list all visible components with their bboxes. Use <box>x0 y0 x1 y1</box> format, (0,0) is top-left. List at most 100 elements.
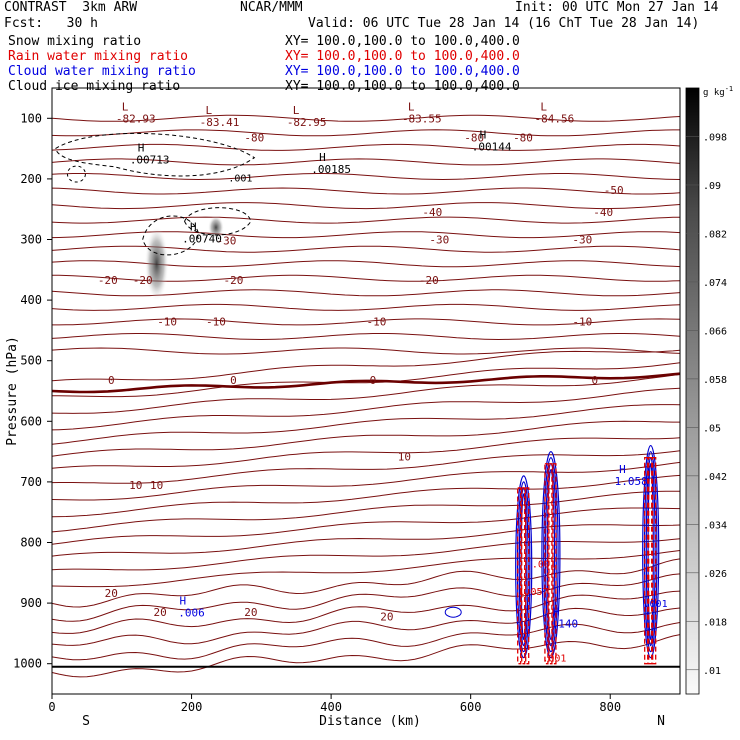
isotherm-label: -40 <box>593 206 613 219</box>
isotherm-label: 20 <box>244 606 257 619</box>
isotherm-line <box>52 158 680 166</box>
high-marker: H <box>180 594 187 607</box>
isotherm-line <box>52 573 680 622</box>
colorbar-label: .018 <box>703 617 727 628</box>
field-rain-xy: XY= 100.0,100.0 to 100.0,400.0 <box>285 49 520 64</box>
isotherm-line <box>52 490 680 533</box>
field-cloudwater-xy: XY= 100.0,100.0 to 100.0,400.0 <box>285 64 520 79</box>
y-tick-label: 500 <box>20 354 42 368</box>
cloud-water-contour <box>543 457 559 653</box>
isotherm-line <box>52 437 680 469</box>
cloud-water-contour <box>444 606 462 618</box>
high-marker-value: .006 <box>178 606 205 619</box>
contour-label: .001 <box>228 174 252 185</box>
rain-contour <box>517 487 522 665</box>
cloud-ice-contour <box>184 207 252 236</box>
rain-contour <box>521 487 526 665</box>
isotherm-label: -30 <box>429 234 449 247</box>
header-valid: Valid: 06 UTC Tue 28 Jan 14 (16 ChT Tue … <box>308 16 700 31</box>
high-marker: H <box>319 151 326 164</box>
rain-contour <box>648 457 653 665</box>
isotherm-line <box>52 374 680 414</box>
field-rain-label: Rain water mixing ratio <box>8 49 189 64</box>
colorbar-label: .082 <box>703 229 727 240</box>
cloud-water-contour <box>515 475 533 659</box>
isotherm-label: -20 <box>419 274 439 287</box>
cloud-water-contour <box>541 451 561 659</box>
isotherm-label: -40 <box>422 206 442 219</box>
y-axis-label: Pressure (hPa) <box>5 336 20 446</box>
low-marker-value: -83.55 <box>402 112 442 125</box>
field-cloudice-label: Cloud ice mixing ratio <box>8 79 181 94</box>
field-snow-label: Snow mixing ratio <box>8 34 142 49</box>
cloud-water-contour <box>546 469 556 641</box>
colorbar-unit: g kg-1 <box>703 85 733 98</box>
colorbar-label: .026 <box>703 569 727 580</box>
low-marker-value: -82.93 <box>116 112 156 125</box>
contour-label: 1.057 <box>518 587 548 598</box>
low-marker: L <box>408 100 415 113</box>
rain-contour <box>644 457 649 665</box>
low-marker: L <box>540 100 547 113</box>
isotherm-label: 0 <box>230 374 237 387</box>
isotherm-label: -30 <box>217 235 237 248</box>
y-tick-label: 800 <box>20 536 42 550</box>
field-cloudice-xy: XY= 100.0,100.0 to 100.0,400.0 <box>285 79 520 94</box>
isotherm-label: 0 <box>592 374 599 387</box>
isotherm-label: -10 <box>367 315 387 328</box>
isotherm-label: -80 <box>464 132 484 145</box>
isotherm-label: -20 <box>133 274 153 287</box>
cloud-ice-contour <box>142 215 200 256</box>
high-marker: H <box>190 221 197 234</box>
isotherm-line <box>52 318 680 326</box>
isotherm-label: -50 <box>604 184 624 197</box>
isotherm-line <box>52 507 680 545</box>
rain-contour <box>548 463 553 665</box>
low-marker: L <box>122 100 129 113</box>
isotherm-line <box>52 303 680 311</box>
isotherm-label: 10 <box>398 450 411 463</box>
cloud-ice-contour <box>66 165 86 183</box>
low-marker-value: -84.56 <box>535 112 575 125</box>
high-marker-value: 1.058 <box>615 475 648 488</box>
isotherm-label: -20 <box>223 274 243 287</box>
isotherm-line <box>52 289 680 297</box>
isotherm-line <box>52 173 680 181</box>
x-tick-label: 200 <box>181 700 203 714</box>
field-snow-xy: XY= 100.0,100.0 to 100.0,400.0 <box>285 34 520 49</box>
contour-label: .001 <box>542 654 566 665</box>
plot-frame <box>51 87 681 695</box>
field-cloudwater-label: Cloud water mixing ratio <box>8 64 196 79</box>
high-marker-value: .00144 <box>472 140 512 153</box>
high-marker-value: .00713 <box>130 154 170 167</box>
isotherm-line <box>52 187 680 195</box>
isotherm-line <box>52 461 680 501</box>
colorbar-label: .09 <box>703 181 721 192</box>
contour-label: .001 <box>532 560 556 571</box>
low-marker-value: -83.41 <box>200 116 240 129</box>
cloud-ice-contour <box>54 132 256 177</box>
x-axis-label: Distance (km) <box>319 714 421 729</box>
snow-shading <box>144 225 169 302</box>
isotherm-line <box>52 143 680 151</box>
y-tick-label: 400 <box>20 293 42 307</box>
isotherm-label: -80 <box>244 132 264 145</box>
colorbar-label: .042 <box>703 472 727 483</box>
snow-shading <box>207 215 224 240</box>
isotherm-line <box>52 538 680 571</box>
isotherm-label: 20 <box>380 610 393 623</box>
cloud-water-contour <box>516 481 531 653</box>
contour-label: .001 <box>644 599 668 610</box>
isotherm-line <box>52 202 680 210</box>
isotherm-line <box>52 558 680 608</box>
colorbar-gradient <box>685 87 700 695</box>
isotherm-line <box>52 114 680 122</box>
isotherm-label: 10 <box>129 479 142 492</box>
x-tick-label: 400 <box>320 700 342 714</box>
isotherm-line <box>52 524 680 557</box>
x-tick-label: 0 <box>48 700 55 714</box>
low-marker-value: -82.95 <box>287 116 327 129</box>
isotherm-line <box>52 420 680 457</box>
header-org: NCAR/MMM <box>240 0 303 15</box>
